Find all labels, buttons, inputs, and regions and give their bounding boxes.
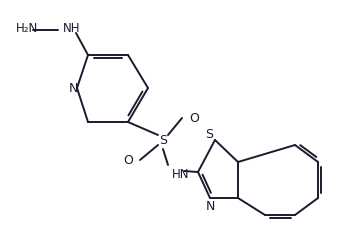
Text: N: N — [68, 81, 78, 94]
Text: O: O — [189, 112, 199, 124]
Text: S: S — [205, 128, 213, 142]
Text: HN: HN — [172, 169, 189, 182]
Text: NH: NH — [63, 22, 81, 34]
Text: S: S — [159, 133, 167, 146]
Text: N: N — [205, 200, 215, 212]
Text: O: O — [123, 153, 133, 166]
Text: H₂N: H₂N — [16, 22, 38, 34]
